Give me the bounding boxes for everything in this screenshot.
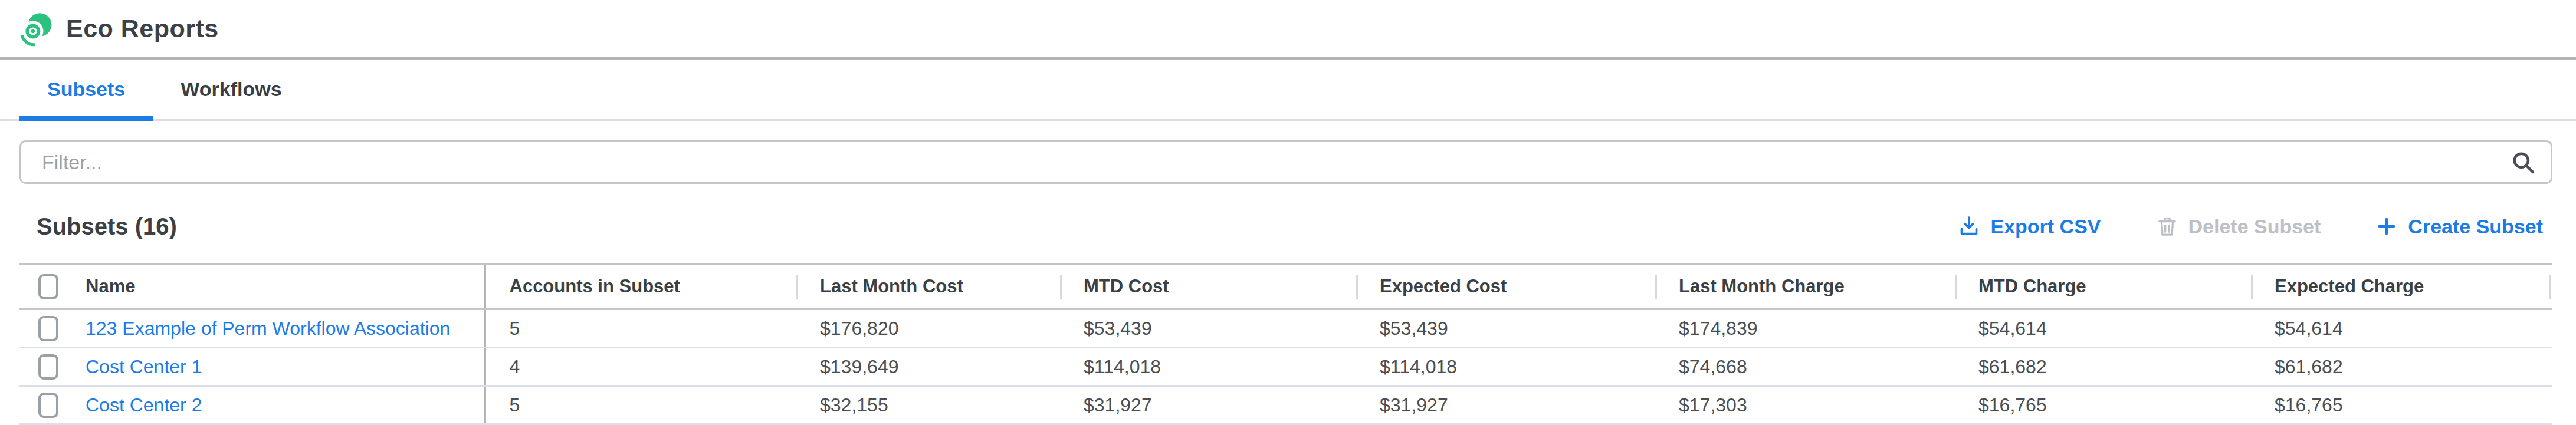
download-icon (1957, 215, 1981, 238)
cell-last-month-cost: $32,155 (796, 386, 1060, 424)
tab-bar: Subsets Workflows (0, 60, 2576, 121)
page-title: Eco Reports (66, 14, 219, 43)
cell-last-month-charge: $74,668 (1655, 348, 1955, 386)
subset-name-link[interactable]: Cost Center 2 (86, 394, 202, 416)
section-bar: Subsets (16) Export CSV Delete Subset Cr… (37, 210, 2543, 243)
cell-mtd-cost: $114,018 (1060, 348, 1356, 386)
row-checkbox[interactable] (38, 316, 58, 341)
export-csv-label: Export CSV (1990, 215, 2101, 238)
trash-icon (2155, 215, 2179, 238)
subset-name-link[interactable]: 123 Example of Perm Workflow Association (86, 318, 450, 339)
search-icon[interactable] (2510, 149, 2536, 176)
section-title: Subsets (16) (37, 213, 177, 240)
subsets-table: Name Accounts in Subset Last Month Cost … (19, 263, 2552, 425)
cell-mtd-cost: $53,439 (1060, 309, 1356, 348)
row-checkbox[interactable] (38, 354, 58, 380)
cell-mtd-charge: $16,765 (1955, 386, 2251, 424)
delete-subset-label: Delete Subset (2188, 215, 2321, 238)
cell-last-month-cost: $139,649 (796, 348, 1060, 386)
delete-subset-button[interactable]: Delete Subset (2155, 215, 2321, 238)
cell-mtd-charge: $54,614 (1955, 309, 2251, 348)
app-header: Eco Reports (0, 0, 2576, 60)
column-header-accounts-in-subset: Accounts in Subset (485, 264, 796, 309)
cell-last-month-charge: $17,303 (1655, 386, 1955, 424)
cell-accounts: 5 (485, 309, 796, 348)
cell-expected-cost: $114,018 (1356, 348, 1655, 386)
cell-expected-charge: $61,682 (2251, 348, 2552, 386)
column-header-mtd-cost: MTD Cost (1060, 264, 1356, 309)
cell-expected-cost: $31,927 (1356, 386, 1655, 424)
column-header-name: Name (77, 264, 485, 309)
table-row: Cost Center 2 5 $32,155 $31,927 $31,927 … (19, 386, 2552, 424)
row-checkbox[interactable] (38, 393, 58, 418)
subset-name-link[interactable]: Cost Center 1 (86, 356, 202, 377)
column-header-expected-charge: Expected Charge (2251, 264, 2552, 309)
create-subset-label: Create Subset (2408, 215, 2543, 238)
cell-expected-charge: $16,765 (2251, 386, 2552, 424)
cell-expected-cost: $53,439 (1356, 309, 1655, 348)
cell-last-month-cost: $176,820 (796, 309, 1060, 348)
filter-bar (19, 140, 2552, 184)
column-header-mtd-charge: MTD Charge (1955, 264, 2251, 309)
cell-accounts: 5 (485, 386, 796, 424)
tab-subsets[interactable]: Subsets (19, 60, 153, 119)
table-row: 123 Example of Perm Workflow Association… (19, 309, 2552, 348)
cell-accounts: 4 (485, 348, 796, 386)
plus-icon (2375, 215, 2398, 238)
tab-workflows[interactable]: Workflows (153, 60, 309, 119)
cell-last-month-charge: $174,839 (1655, 309, 1955, 348)
select-all-checkbox[interactable] (38, 274, 58, 299)
column-header-last-month-charge: Last Month Charge (1655, 264, 1955, 309)
table-row: Cost Center 1 4 $139,649 $114,018 $114,0… (19, 348, 2552, 386)
column-header-last-month-cost: Last Month Cost (796, 264, 1060, 309)
table-header-row: Name Accounts in Subset Last Month Cost … (19, 264, 2552, 309)
cell-expected-charge: $54,614 (2251, 309, 2552, 348)
cell-mtd-charge: $61,682 (1955, 348, 2251, 386)
export-csv-button[interactable]: Export CSV (1957, 215, 2101, 238)
filter-input[interactable] (19, 140, 2552, 184)
action-buttons: Export CSV Delete Subset Create Subset (1957, 215, 2543, 238)
create-subset-button[interactable]: Create Subset (2375, 215, 2543, 238)
cell-mtd-cost: $31,927 (1060, 386, 1356, 424)
eco-swirl-icon (17, 6, 55, 51)
column-header-expected-cost: Expected Cost (1356, 264, 1655, 309)
